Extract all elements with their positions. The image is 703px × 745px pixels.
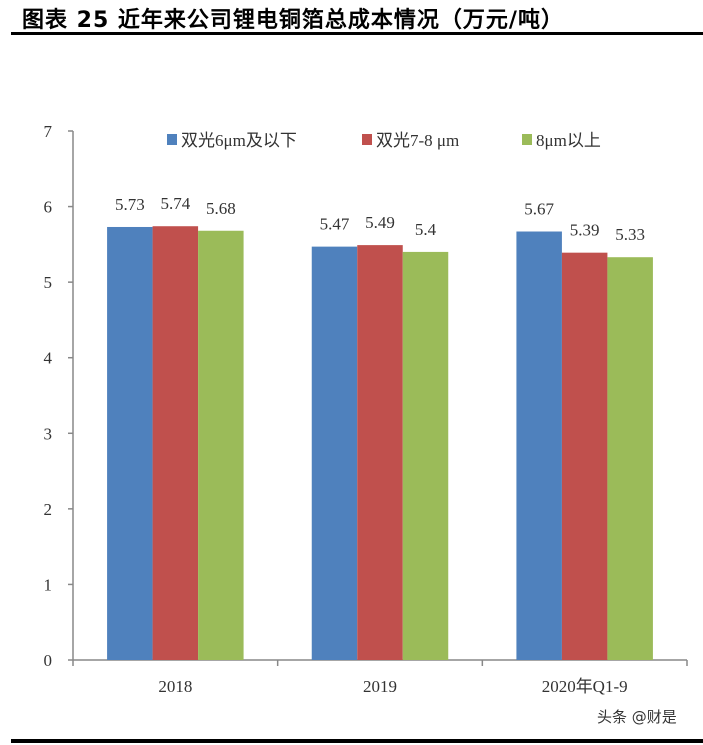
x-tick-label: 2019	[363, 677, 397, 696]
legend-label: 8μm以上	[536, 131, 601, 150]
legend-swatch	[362, 134, 372, 145]
bar-2	[561, 252, 608, 661]
data-label: 5.47	[320, 215, 350, 234]
y-tick-label: 5	[44, 273, 53, 292]
data-label: 5.49	[365, 213, 395, 232]
data-label: 5.68	[206, 199, 236, 218]
legend-label: 双光7-8 μm	[376, 131, 459, 150]
data-label: 5.39	[570, 221, 600, 240]
title-divider	[11, 32, 703, 35]
y-tick-label: 7	[44, 122, 53, 141]
legend-swatch	[522, 134, 532, 145]
figure-title: 图表 25 近年来公司锂电铜箔总成本情况（万元/吨）	[22, 8, 564, 33]
data-label: 5.4	[415, 220, 437, 239]
bar-1	[516, 231, 562, 660]
data-label: 5.33	[615, 225, 645, 244]
legend-label: 双光6μm及以下	[181, 131, 297, 150]
y-tick-label: 4	[44, 349, 53, 368]
y-tick-label: 1	[44, 575, 53, 594]
legend-swatch	[167, 134, 177, 145]
bar-1	[311, 246, 358, 661]
x-tick-label: 2020年Q1-9	[542, 677, 628, 696]
y-tick-label: 3	[44, 424, 53, 443]
bar-3	[607, 257, 653, 660]
y-tick-label: 6	[44, 198, 53, 217]
bar-2	[357, 245, 403, 660]
x-tick-label: 2018	[158, 677, 192, 696]
bar-2	[152, 226, 199, 660]
bar-3	[198, 230, 244, 661]
data-label: 5.67	[524, 200, 554, 219]
y-tick-label: 0	[44, 651, 53, 670]
bar-1	[107, 226, 153, 660]
watermark: 头条 @财是	[597, 708, 677, 726]
bottom-divider	[11, 739, 703, 743]
data-label: 5.74	[160, 194, 190, 213]
y-tick-label: 2	[44, 500, 53, 519]
bar-3	[402, 251, 449, 660]
data-label: 5.73	[115, 195, 145, 214]
